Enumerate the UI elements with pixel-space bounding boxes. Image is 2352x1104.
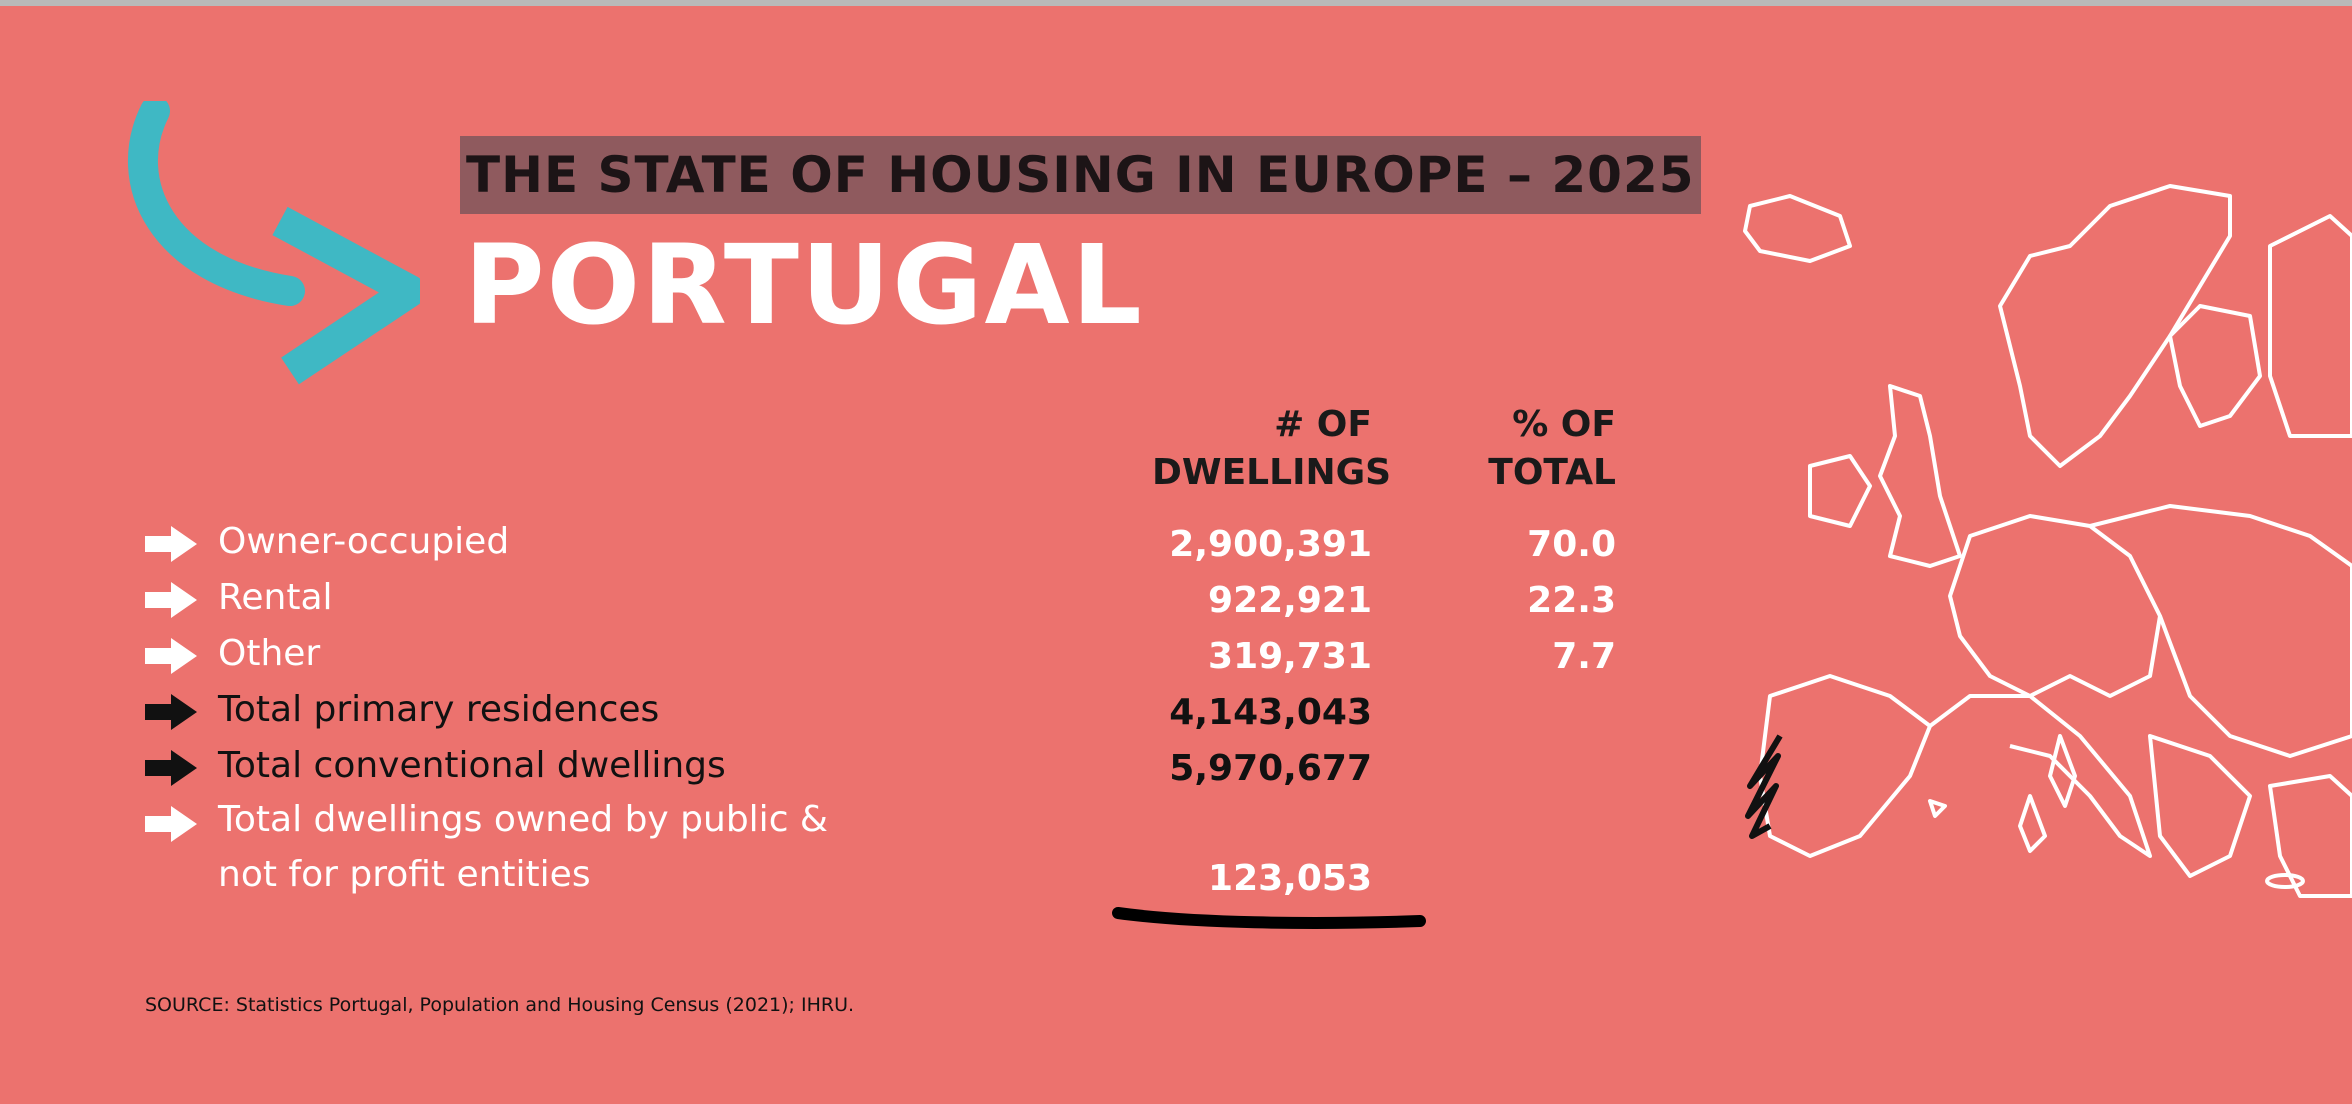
teal-arrow — [127, 101, 420, 385]
cell: 4,143,043 — [1169, 692, 1372, 733]
cell: 7.7 — [1552, 636, 1616, 677]
row-label: Owner-occupied — [218, 521, 510, 562]
row-label: Total primary residences — [218, 689, 660, 730]
cell: 922,921 — [1208, 580, 1372, 621]
row-arrow — [145, 806, 197, 842]
row-arrow — [145, 750, 197, 786]
cell: 319,731 — [1208, 636, 1372, 677]
cell: 70.0 — [1527, 524, 1616, 565]
europe-map — [1743, 184, 2352, 898]
source: SOURCE: Statistics Portugal, Population … — [145, 994, 855, 1016]
subtitle: THE STATE OF HOUSING IN EUROPE – 2025 — [460, 136, 1701, 214]
title: PORTUGAL — [464, 221, 1144, 349]
column-header: % OF TOTAL — [1488, 404, 1616, 493]
cell: 22.3 — [1527, 580, 1616, 621]
row-arrow — [145, 694, 197, 730]
row-arrow — [145, 526, 197, 562]
row-arrow — [145, 582, 197, 618]
row-label: Total dwellings owned by public & not fo… — [218, 799, 828, 895]
row-arrow — [145, 638, 197, 674]
row-label: Other — [218, 633, 321, 674]
row-label: Rental — [218, 577, 333, 618]
underline-scribble — [1112, 907, 1426, 929]
row-label: Total conventional dwellings — [218, 745, 726, 786]
cell: 123,053 — [1208, 858, 1372, 899]
column-header: # OF DWELLINGS — [1152, 404, 1392, 493]
cell: 5,970,677 — [1169, 748, 1372, 789]
cell: 2,900,391 — [1169, 524, 1372, 565]
